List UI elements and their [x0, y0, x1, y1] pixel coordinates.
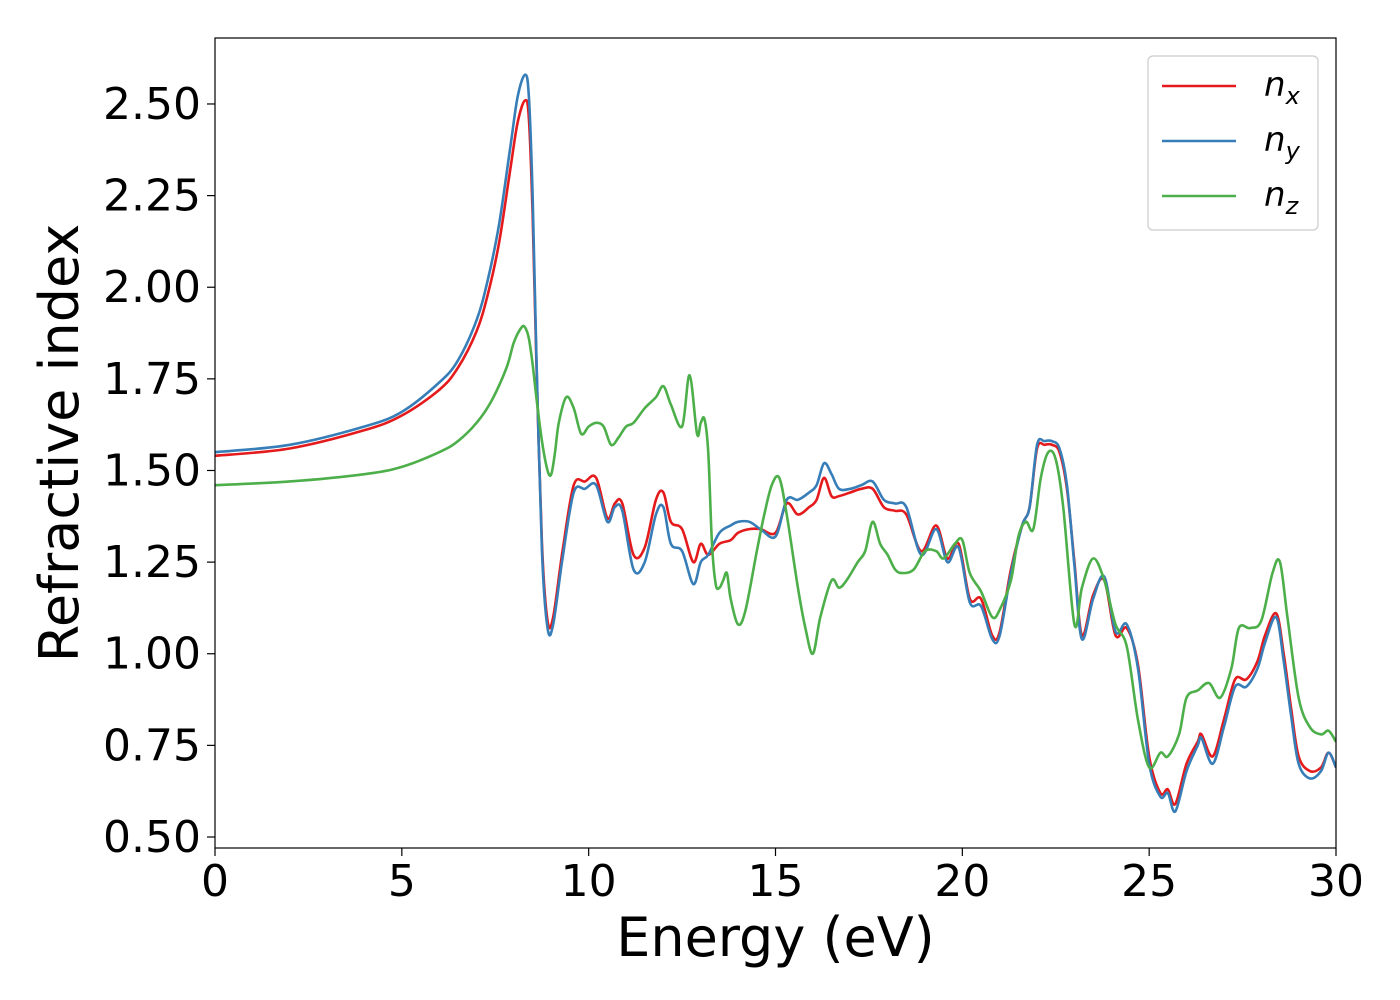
y-tick-label: 1.25	[103, 537, 201, 588]
y-tick-label: 2.00	[103, 262, 201, 313]
legend-box	[1147, 55, 1319, 231]
y-axis-label: Refractive index	[28, 224, 91, 663]
y-tick-label: 0.50	[103, 812, 201, 863]
y-tick-label: 0.75	[103, 720, 201, 771]
series-line-z	[215, 324, 1336, 770]
legend-label-y: ny	[1264, 120, 1301, 165]
legend-label-x: nx	[1264, 65, 1301, 110]
y-axis-ticks: 0.50 0.75 1.00 1.25 1.50 1.75 2.00 2.25 2.50	[103, 79, 215, 863]
x-axis-ticks: 0 5 10 15 20 25 30	[201, 848, 1364, 907]
x-tick-label: 5	[388, 856, 416, 907]
x-axis-label: Energy (eV)	[616, 906, 935, 969]
legend-label-z: nz	[1264, 175, 1300, 220]
series-lines	[215, 73, 1336, 814]
series-line-y	[215, 73, 1336, 814]
y-tick-label: 1.75	[103, 354, 201, 405]
x-tick-label: 20	[934, 856, 990, 907]
y-tick-label: 2.25	[103, 171, 201, 222]
y-tick-label: 1.00	[103, 629, 201, 680]
legend: nx ny nz	[1147, 55, 1319, 231]
x-tick-label: 10	[561, 856, 617, 907]
x-tick-label: 25	[1121, 856, 1177, 907]
y-tick-label: 1.50	[103, 445, 201, 496]
plot-area-frame	[214, 37, 1337, 849]
x-tick-label: 15	[748, 856, 804, 907]
x-tick-label: 0	[201, 856, 229, 907]
x-tick-label: 30	[1308, 856, 1364, 907]
y-tick-label: 2.50	[103, 79, 201, 130]
